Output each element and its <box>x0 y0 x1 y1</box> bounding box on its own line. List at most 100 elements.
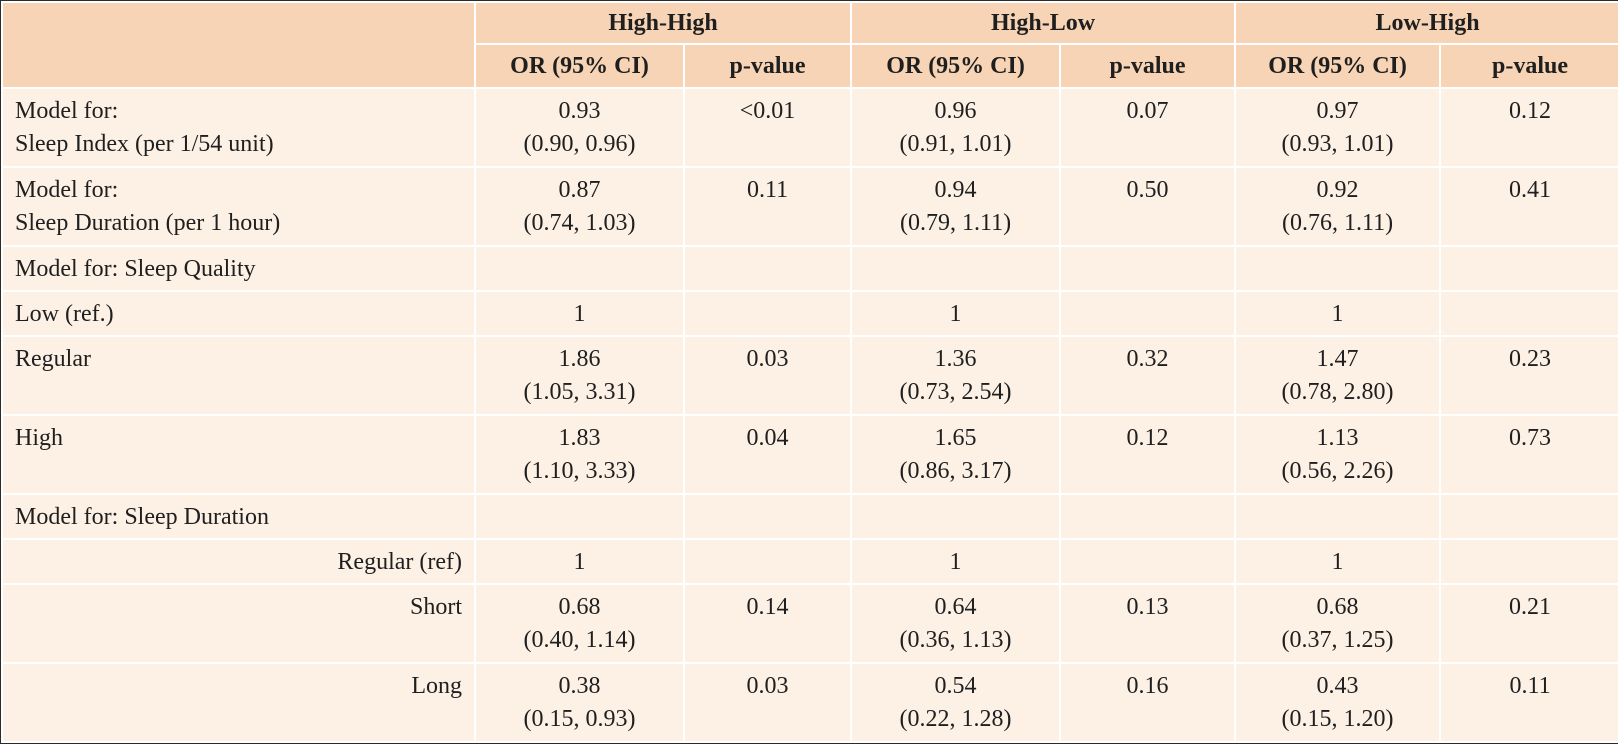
group-header-high-high: High-High <box>473 1 853 45</box>
section-label: Model for: Sleep Duration <box>1 492 476 540</box>
p-value-cell: 0.23 <box>1439 335 1618 416</box>
ci-value: (0.93, 1.01) <box>1281 131 1394 157</box>
or-value: 0.97 <box>1316 98 1359 124</box>
or-value: 1.36 <box>934 346 977 373</box>
or-cell: 0.97 (0.93, 1.01) <box>1234 87 1442 168</box>
p-value-cell: 0.07 <box>1059 87 1237 168</box>
ci-value: (0.73, 2.54) <box>899 379 1012 406</box>
ci-value: (0.90, 0.96) <box>523 131 636 157</box>
or-value: 0.87 <box>558 176 601 203</box>
or-cell: 1.65 (0.86, 3.17) <box>850 413 1062 495</box>
group-header-low-high: Low-High <box>1234 1 1618 45</box>
table-row-regular: Regular 1.86 (1.05, 3.31) 0.03 1.36 (0.73,… <box>1 335 1618 416</box>
empty-cell <box>1059 537 1237 586</box>
row-label-line1: Model for: <box>15 176 119 203</box>
or-cell: 0.94 (0.79, 1.11) <box>850 165 1062 247</box>
empty-cell <box>1439 492 1618 540</box>
or-cell: 1 <box>850 289 1062 338</box>
table-row-section-sleep-duration: Model for: Sleep Duration <box>1 492 1618 540</box>
row-label-line1: Model for: <box>15 98 119 124</box>
ci-value: (0.15, 0.93) <box>523 705 636 732</box>
column-header-or-ci: OR (95% CI) <box>474 43 685 89</box>
row-label: Model for: Sleep Duration (per 1 hour) <box>1 165 476 247</box>
or-value: 0.68 <box>1316 594 1359 621</box>
empty-cell <box>850 492 1062 540</box>
column-header-p-value: p-value <box>682 43 853 89</box>
row-label-line2: Sleep Index (per 1/54 unit) <box>15 131 274 157</box>
or-value: 0.68 <box>558 594 601 621</box>
p-value-cell: 0.12 <box>1059 413 1237 495</box>
or-value: 1.13 <box>1316 424 1359 451</box>
empty-cell <box>682 244 853 292</box>
empty-cell <box>1234 244 1442 292</box>
header-row-groups: High-High High-Low Low-High <box>1 1 1618 89</box>
or-value: 1.47 <box>1316 346 1359 373</box>
or-value: 0.93 <box>558 98 601 124</box>
row-label: Regular <box>1 335 476 416</box>
empty-cell <box>474 244 685 292</box>
empty-cell <box>1439 244 1618 292</box>
row-label: Long <box>1 661 476 744</box>
table-row-sleep-index: Model for: Sleep Index (per 1/54 unit) 0… <box>1 87 1618 168</box>
empty-cell <box>474 492 685 540</box>
section-label: Model for: Sleep Quality <box>1 244 476 292</box>
or-value: 1.83 <box>558 424 601 451</box>
p-value-cell: <0.01 <box>682 87 853 168</box>
empty-cell <box>1234 492 1442 540</box>
or-cell: 1.47 (0.78, 2.80) <box>1234 335 1442 416</box>
or-cell: 1.36 (0.73, 2.54) <box>850 335 1062 416</box>
p-value-cell: 0.03 <box>682 335 853 416</box>
ci-value: (0.74, 1.03) <box>523 209 636 236</box>
ci-value: (0.36, 1.13) <box>899 627 1012 654</box>
or-cell: 0.43 (0.15, 1.20) <box>1234 661 1442 744</box>
p-value-cell: 0.12 <box>1439 87 1618 168</box>
or-value: 0.54 <box>934 672 977 699</box>
ci-value: (0.79, 1.11) <box>899 209 1012 236</box>
empty-cell <box>682 289 853 338</box>
or-cell: 0.68 (0.37, 1.25) <box>1234 583 1442 664</box>
or-cell: 0.68 (0.40, 1.14) <box>474 583 685 664</box>
empty-cell <box>1059 492 1237 540</box>
or-cell: 0.93 (0.90, 0.96) <box>474 87 685 168</box>
row-label: High <box>1 413 476 495</box>
or-cell: 0.87 (0.74, 1.03) <box>474 165 685 247</box>
or-cell: 0.96 (0.91, 1.01) <box>850 87 1062 168</box>
ci-value: (0.86, 3.17) <box>899 457 1012 484</box>
ci-value: (1.10, 3.33) <box>523 457 636 484</box>
header-blank-cell <box>1 1 476 89</box>
p-value-cell: 0.21 <box>1439 583 1618 664</box>
table-row-short: Short 0.68 (0.40, 1.14) 0.14 0.64 (0.36, 1… <box>1 583 1618 664</box>
p-value-cell: 0.04 <box>682 413 853 495</box>
row-label: Low (ref.) <box>1 289 476 338</box>
or-cell: 1.86 (1.05, 3.31) <box>474 335 685 416</box>
ci-value: (0.56, 2.26) <box>1281 457 1394 484</box>
table-row-section-sleep-quality: Model for: Sleep Quality <box>1 244 1618 292</box>
or-cell: 0.38 (0.15, 0.93) <box>474 661 685 744</box>
table-row-sleep-duration-hour: Model for: Sleep Duration (per 1 hour) 0… <box>1 165 1618 247</box>
p-value-cell: 0.14 <box>682 583 853 664</box>
or-value: 0.43 <box>1316 672 1359 699</box>
or-value: 0.64 <box>934 594 977 621</box>
ci-value: (0.91, 1.01) <box>899 131 1012 157</box>
or-cell: 0.64 (0.36, 1.13) <box>850 583 1062 664</box>
group-header-high-low: High-Low <box>850 1 1237 45</box>
empty-cell <box>850 244 1062 292</box>
p-value-cell: 0.11 <box>1439 661 1618 744</box>
table-row-low-ref: Low (ref.) 1 1 1 <box>1 289 1618 338</box>
empty-cell <box>1059 289 1237 338</box>
empty-cell <box>1439 289 1618 338</box>
or-cell: 1.13 (0.56, 2.26) <box>1234 413 1442 495</box>
or-cell: 1 <box>850 537 1062 586</box>
table-row-long: Long 0.38 (0.15, 0.93) 0.03 0.54 (0.22, 1.… <box>1 661 1618 744</box>
or-value: 1.65 <box>934 424 977 451</box>
or-value: 1.86 <box>558 346 601 373</box>
p-value-cell: 0.13 <box>1059 583 1237 664</box>
or-cell: 1 <box>1234 537 1442 586</box>
or-value: 0.96 <box>934 98 977 124</box>
header-row-columns: OR (95% CI) p-value OR (95% CI) p-value … <box>2 43 1618 89</box>
or-value: 0.94 <box>934 176 977 203</box>
ci-value: (0.37, 1.25) <box>1281 627 1394 654</box>
p-value-cell: 0.41 <box>1439 165 1618 247</box>
